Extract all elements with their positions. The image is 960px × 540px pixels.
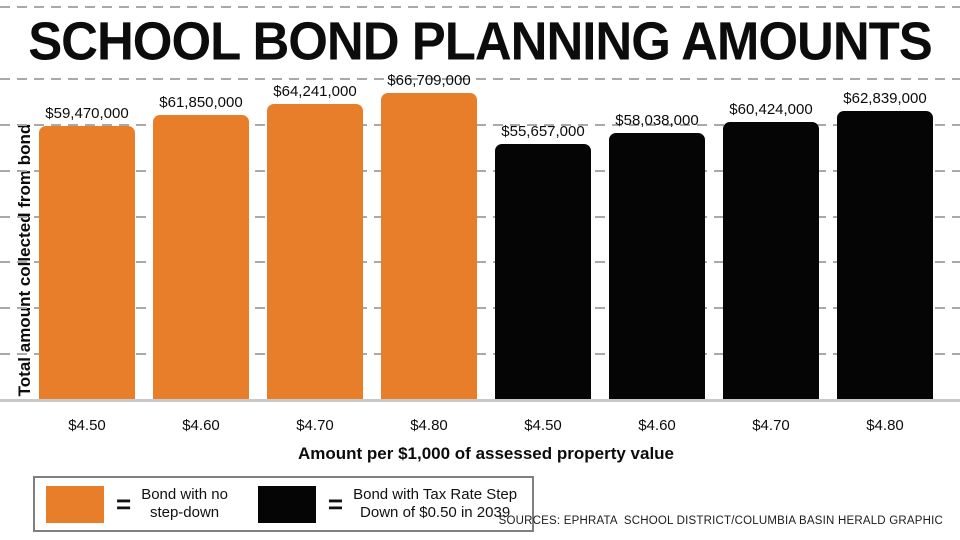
top-border-dashed-line xyxy=(0,6,960,8)
x-tick-label-6: $4.70 xyxy=(752,417,790,434)
bar-1 xyxy=(153,115,249,399)
bar-value-label-0: $59,470,000 xyxy=(45,105,129,123)
bar-6 xyxy=(723,121,819,399)
legend-label-line: Down of $0.50 in 2039 xyxy=(360,504,511,521)
x-tick-label-0: $4.50 xyxy=(68,417,106,434)
bar-2 xyxy=(267,104,363,399)
legend-label-no-stepdown: Bond with no step-down xyxy=(141,486,228,523)
bar-value-label-6: $60,424,000 xyxy=(729,100,813,118)
bar-value-label-1: $61,850,000 xyxy=(159,94,243,112)
legend-label-line: Bond with no xyxy=(141,485,228,503)
gridline xyxy=(0,215,960,218)
source-credit: SOURCES: EPHRATA SCHOOL DISTRICT/COLUMBI… xyxy=(498,515,943,527)
chart-title: SCHOOL BOND PLANNING AMOUNTS xyxy=(28,11,933,72)
bar-4 xyxy=(495,143,591,399)
x-tick-label-5: $4.60 xyxy=(638,417,676,434)
gridline xyxy=(0,261,960,264)
legend-swatch-stepdown xyxy=(257,485,316,523)
bar-value-label-2: $64,241,000 xyxy=(273,83,357,101)
bar-3 xyxy=(381,93,477,399)
gridline xyxy=(0,353,960,356)
x-tick-label-4: $4.50 xyxy=(524,417,562,434)
gridline xyxy=(0,307,960,310)
x-tick-label-2: $4.70 xyxy=(296,417,334,434)
y-axis-label: Total amount collected from bond xyxy=(15,123,34,397)
bar-value-label-4: $55,657,000 xyxy=(501,122,585,140)
bar-value-label-7: $62,839,000 xyxy=(843,89,927,107)
bar-0 xyxy=(39,126,135,399)
legend-label-line: step-down xyxy=(149,504,220,521)
gridline xyxy=(0,78,960,80)
bar-7 xyxy=(837,110,933,399)
legend: = Bond with no step-down = Bond with Tax… xyxy=(33,476,534,532)
gridline xyxy=(0,169,960,172)
bar-value-label-3: $66,709,000 xyxy=(387,72,471,90)
bar-value-label-5: $58,038,000 xyxy=(615,111,699,129)
x-tick-label-1: $4.60 xyxy=(182,417,220,434)
legend-equals-sign: = xyxy=(116,488,132,519)
bar-5 xyxy=(609,132,705,399)
x-tick-label-3: $4.80 xyxy=(410,417,448,434)
gridline xyxy=(0,123,960,126)
x-axis-label: Amount per $1,000 of assessed property v… xyxy=(297,444,675,463)
legend-swatch-no-stepdown xyxy=(46,485,104,523)
legend-label-stepdown: Bond with Tax Rate Step Down of $0.50 in… xyxy=(353,486,517,523)
legend-equals-sign: = xyxy=(327,488,344,519)
x-axis-line xyxy=(0,399,960,402)
x-tick-label-7: $4.80 xyxy=(866,417,904,434)
legend-label-line: Bond with Tax Rate Step xyxy=(353,485,518,503)
